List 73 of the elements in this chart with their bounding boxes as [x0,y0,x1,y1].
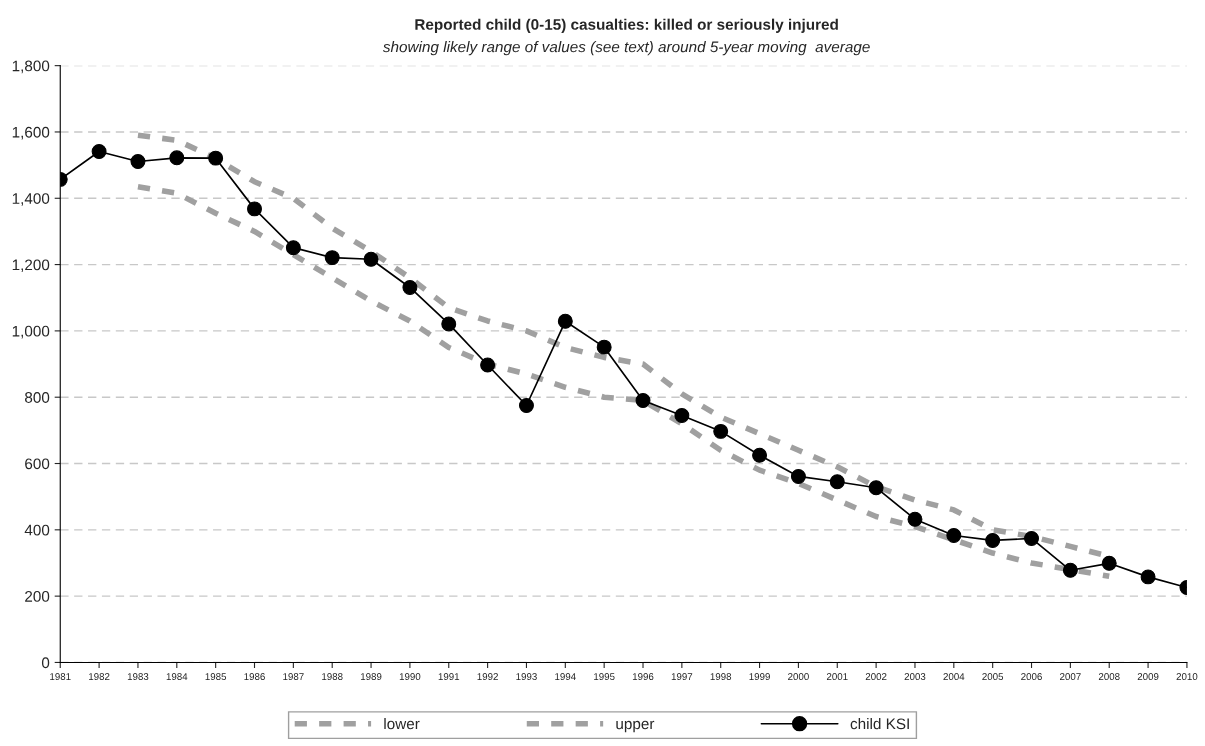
point [1024,530,1039,546]
x-tick-label: 1995 [594,673,615,681]
y-tick-label: 1,000 [12,325,50,339]
x-tick-label: 1982 [89,673,110,681]
x-tick-label: 1983 [127,673,149,681]
y-tick-label: 200 [25,591,50,602]
point [829,474,845,490]
point [674,407,690,423]
x-tick-label: 1988 [322,673,343,681]
point [1140,569,1156,585]
point [946,528,962,543]
point [441,316,457,332]
x-tick-label: 2001 [826,673,848,681]
point [169,150,185,166]
x-tick-label: 2004 [943,673,965,681]
point [363,251,379,267]
point [247,201,262,217]
y-tick-label: 600 [25,458,50,470]
chart-subtitle: showing likely range of values (see text) around 5-year moving average [382,41,870,56]
x-tick-label: 1999 [749,673,770,681]
point [752,447,768,463]
point [130,154,146,169]
x-tick-label: 1981 [50,673,71,681]
point [519,398,534,413]
point [868,480,884,496]
point [1101,555,1117,571]
x-tick-label: 1990 [399,673,421,681]
x-tick-label: 1989 [360,673,382,681]
legend-label: upper [616,720,655,733]
y-tick-label: 1,400 [12,193,50,206]
x-tick-label: 2009 [1137,673,1159,681]
x-tick-label: 1996 [632,673,654,681]
point [790,468,806,484]
point [285,240,301,256]
x-tick-label: 1987 [283,673,304,681]
x-tick-label: 1992 [477,673,498,681]
y-tick-label: 1,200 [12,259,50,273]
x-tick-label: 1985 [205,673,227,681]
point [208,150,224,166]
point [557,313,573,329]
y-tick-label: 400 [24,524,50,536]
point [91,144,107,159]
point [985,532,1001,548]
x-tick-label: 2002 [865,673,887,681]
point [324,250,340,266]
y-tick-label: 1,800 [12,60,50,74]
y-tick-label: 800 [25,392,50,403]
x-tick-label: 2005 [982,673,1004,681]
x-tick-label: 2000 [788,673,809,681]
point [1062,562,1078,578]
point [402,279,418,295]
x-tick-label: 1984 [166,673,188,681]
x-tick-label: 1998 [710,673,732,681]
point [713,423,729,439]
x-tick-label: 2008 [1098,673,1120,681]
legend-label: lower [384,718,420,730]
x-tick-label: 1994 [555,673,576,681]
x-tick-label: 1993 [516,673,537,681]
x-tick-label: 2010 [1176,673,1198,681]
legend-label: child KSI [850,718,909,730]
y-tick-label: 0 [41,657,50,669]
x-tick-label: 1986 [244,673,265,681]
x-tick-label: 2006 [1021,673,1042,681]
x-tick-label: 2007 [1060,673,1081,681]
point [907,511,923,527]
chart-title: Reported child (0-15) casualties: killed or seriously injured [415,18,838,33]
x-tick-label: 1991 [438,673,460,681]
y-tick-label: 1,600 [12,126,50,140]
point [596,339,612,355]
point [635,393,651,408]
x-tick-label: 1997 [671,673,693,681]
point [480,357,496,373]
x-tick-label: 2003 [904,673,926,681]
